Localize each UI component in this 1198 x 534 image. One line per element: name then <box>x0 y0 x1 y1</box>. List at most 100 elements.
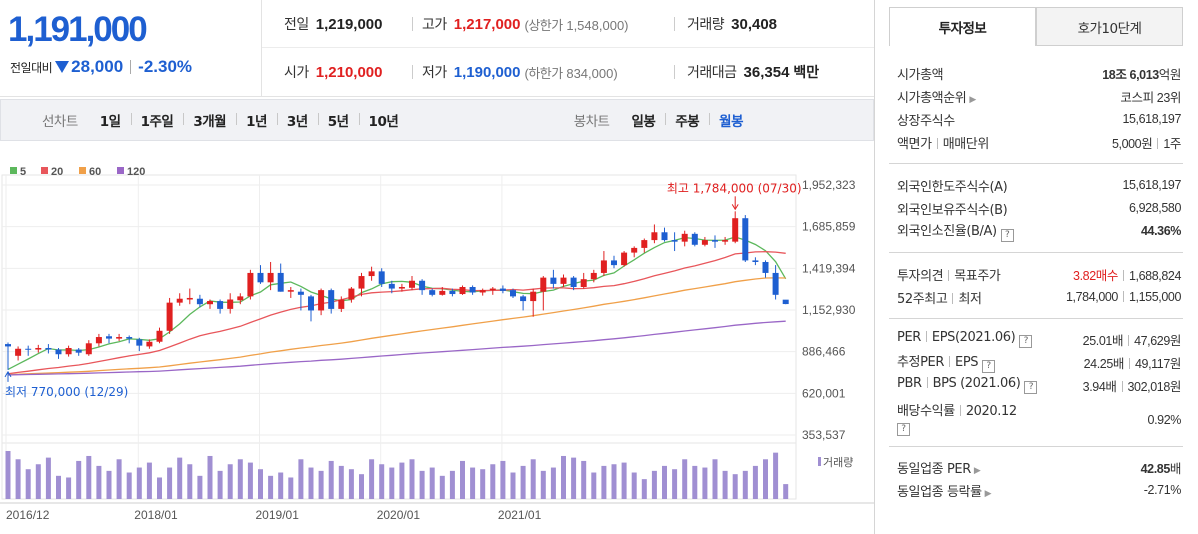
period-1y[interactable]: 1년 <box>236 110 277 130</box>
candle-daily[interactable]: 일봉 <box>631 114 656 130</box>
ma-60-line <box>7 277 786 376</box>
volume-value: 30,408 <box>731 15 778 33</box>
help-icon[interactable]: ? <box>1019 335 1033 348</box>
sector-change-row[interactable]: 동일업종 등락률 ▶ -2.71% <box>897 479 1181 501</box>
candle-body <box>217 301 224 309</box>
est-per-label: 추정PER <box>897 355 945 370</box>
candle-body <box>691 233 698 245</box>
down-triangle-icon <box>55 61 70 73</box>
volume-bar <box>500 460 506 499</box>
volume-bar <box>520 465 526 499</box>
volume-bar <box>308 467 314 499</box>
help-icon[interactable]: ? <box>1024 381 1038 394</box>
tab-orderbook[interactable]: 호가10단계 <box>1036 7 1183 46</box>
candle-body <box>671 240 678 242</box>
target-price-value: 1,688,824 <box>1128 268 1181 283</box>
divider <box>674 17 675 31</box>
volume-bar <box>278 472 284 499</box>
help-icon[interactable]: ? <box>982 360 996 373</box>
sector-per-row[interactable]: 동일업종 PER ▶ 42.85배 <box>897 456 1181 478</box>
market-cap-rank-value: 코스피 23위 <box>1120 90 1181 105</box>
candle-body <box>540 277 547 292</box>
period-1d[interactable]: 1일 <box>99 114 121 130</box>
candle-body <box>106 336 112 339</box>
candle-monthly[interactable]: 월봉 <box>709 110 753 130</box>
volume-bar <box>591 472 597 499</box>
volume-bar <box>702 467 708 499</box>
quote-row: 시가 1,210,000 저가 1,190,000 (하한가 834,000) … <box>262 48 874 96</box>
candle-body <box>570 277 577 288</box>
help-icon[interactable]: ? <box>1000 229 1014 242</box>
volume-bar <box>328 460 334 499</box>
candle-body <box>5 344 11 347</box>
ma-20-line <box>7 251 786 375</box>
open-price: 시가 1,210,000 <box>284 48 383 96</box>
change-amount: 28,000 <box>71 57 124 76</box>
volume-bar <box>399 462 405 499</box>
volume-bar <box>116 459 122 499</box>
volume-bar <box>15 459 21 499</box>
change-percent: -2.30% <box>138 57 193 76</box>
y-tick-label: 353,537 <box>802 428 846 442</box>
chevron-right-icon: ▶ <box>969 94 976 105</box>
sector-per-value: 42.85 <box>1140 461 1171 476</box>
period-1w[interactable]: 1주일 <box>130 110 184 130</box>
foreign-ratio-row: 외국인소진율(B/A)? 44.36% <box>897 220 1181 242</box>
prev-close-value: 1,219,000 <box>315 15 383 33</box>
period-5y[interactable]: 5년 <box>317 110 359 130</box>
volume-bar <box>237 459 243 499</box>
candle-body <box>550 277 557 284</box>
candle-body <box>510 290 516 297</box>
volume-label: 거래량 <box>687 17 725 33</box>
upper-limit-label: (상한가 <box>524 17 564 33</box>
open-label: 시가 <box>284 65 309 81</box>
period-3m[interactable]: 3개월 <box>183 110 236 130</box>
volume-bar <box>429 467 435 499</box>
divider <box>889 163 1183 164</box>
bps-label: BPS (2021.06) <box>932 376 1021 391</box>
candle-body <box>520 296 527 302</box>
volume-bar <box>783 484 789 499</box>
help-icon[interactable]: ? <box>897 422 910 436</box>
tab-investment-info[interactable]: 투자정보 <box>889 7 1036 46</box>
market-cap-rank-row[interactable]: 시가총액순위 ▶ 코스피 23위 <box>897 85 1181 107</box>
candle-body <box>621 252 628 266</box>
volume-bar <box>682 459 688 499</box>
candle-body <box>641 240 648 248</box>
volume-bar <box>550 467 556 499</box>
low-price: 저가 1,190,000 (하한가 834,000) <box>422 48 618 96</box>
investment-info-panel: 투자정보 호가10단계 시가총액 18조 6,013억원 시가총액순위 ▶ 코스피… <box>874 0 1198 534</box>
period-10y[interactable]: 10년 <box>358 110 409 130</box>
candle-body <box>449 290 456 295</box>
amount-value: 36,354 <box>743 63 790 81</box>
candle-body <box>166 302 173 331</box>
candle-body <box>651 232 658 241</box>
candle-body <box>489 288 496 291</box>
candle-body <box>358 276 365 289</box>
x-tick-label: 2019/01 <box>256 508 300 522</box>
est-per-value: 24.25배 <box>1083 356 1125 371</box>
y-tick-label: 1,419,394 <box>802 261 856 275</box>
high-arrow-head-icon <box>731 204 739 211</box>
est-eps-label: EPS <box>955 355 979 370</box>
volume-bar <box>389 467 395 499</box>
divider <box>412 65 413 79</box>
volume-bar <box>187 464 193 499</box>
opinion-row: 투자의견 목표주가 3.82매수 1,688,824 <box>897 263 1181 285</box>
foreign-limit-label: 외국인한도주식수(A) <box>897 179 1008 195</box>
volume-bar <box>611 464 617 499</box>
candle-body <box>75 349 82 353</box>
line-chart-label: 선차트 <box>42 114 78 130</box>
period-3y[interactable]: 3년 <box>276 110 318 130</box>
candle-body <box>136 339 143 346</box>
volume-bar <box>25 469 31 499</box>
quote-summary: 전일 1,219,000 고가 1,217,000 (상한가 1,548,000… <box>262 0 874 97</box>
volume-bar <box>96 465 102 499</box>
quote-row: 전일 1,219,000 고가 1,217,000 (상한가 1,548,000… <box>262 0 874 48</box>
x-tick-label: 2016/12 <box>6 508 50 522</box>
prev-close: 전일 1,219,000 <box>284 0 383 48</box>
volume-bar <box>449 470 455 499</box>
candle-weekly[interactable]: 주봉 <box>665 110 709 130</box>
legend-swatch <box>10 167 17 174</box>
candle-body <box>328 290 335 309</box>
